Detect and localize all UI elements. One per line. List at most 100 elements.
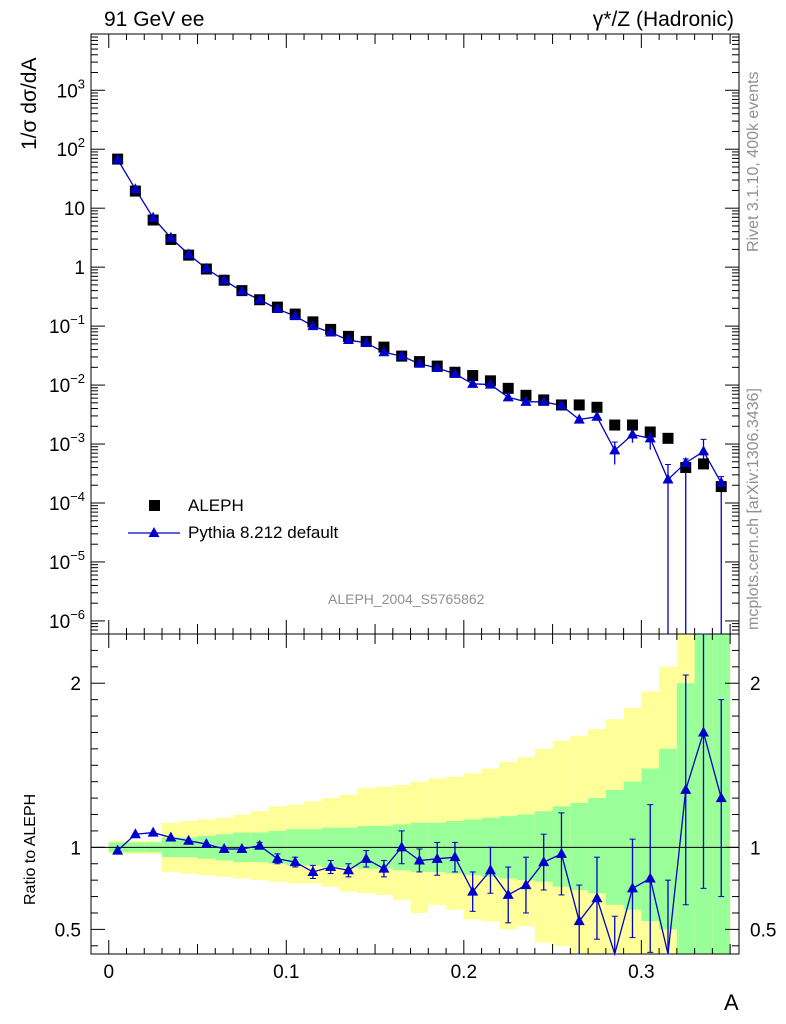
ratio-point bbox=[165, 831, 177, 842]
ratio-point bbox=[200, 838, 212, 849]
ratio-point bbox=[502, 888, 514, 899]
pythia-point bbox=[218, 274, 230, 285]
analysis-id-label: ALEPH_2004_S5765862 bbox=[328, 591, 485, 607]
y-tick-label: 10−4 bbox=[49, 489, 85, 515]
ratio-point bbox=[413, 854, 425, 865]
pythia-point bbox=[236, 285, 248, 296]
rivet-version-label: Rivet 3.1.10, 400k events bbox=[745, 71, 762, 252]
ratio-point bbox=[325, 861, 337, 872]
ratio-y-axis-label: Ratio to ALEPH bbox=[22, 793, 39, 905]
pythia-point bbox=[538, 395, 550, 406]
pythia-point bbox=[200, 262, 212, 273]
pythia-point bbox=[307, 320, 319, 331]
pythia-point bbox=[573, 413, 585, 424]
pythia-point bbox=[112, 153, 124, 164]
pythia-point bbox=[715, 476, 727, 487]
pythia-point bbox=[609, 444, 621, 455]
ratio-point bbox=[715, 792, 727, 803]
top-y-axis-label: 1/σ dσ/dA bbox=[18, 57, 41, 150]
ratio-point bbox=[396, 841, 408, 852]
pythia-point bbox=[413, 357, 425, 368]
band-inner-bin bbox=[659, 748, 677, 930]
process-type-label: γ*/Z (Hadronic) bbox=[592, 8, 734, 31]
legend-aleph-marker bbox=[149, 500, 160, 511]
pythia-point bbox=[165, 231, 177, 242]
ratio-point bbox=[644, 872, 656, 883]
ratio-point bbox=[449, 851, 461, 862]
legend-pythia-marker bbox=[148, 527, 160, 537]
ratio-point bbox=[307, 865, 319, 876]
top-plot-frame bbox=[90, 33, 740, 635]
ratio-y-tick-label-right: 1 bbox=[750, 838, 761, 859]
aleph-point bbox=[591, 401, 603, 413]
pythia-point bbox=[129, 183, 141, 194]
ratio-point bbox=[218, 842, 230, 853]
pythia-point bbox=[697, 445, 709, 456]
ratio-point bbox=[467, 885, 479, 896]
x-axis-label: A bbox=[724, 990, 739, 1015]
pythia-point bbox=[289, 310, 301, 321]
top-panel-marks bbox=[112, 153, 727, 634]
aleph-point bbox=[467, 370, 479, 382]
aleph-point bbox=[680, 461, 692, 473]
pythia-point bbox=[591, 410, 603, 421]
ratio-y-tick-label: 2 bbox=[70, 674, 81, 695]
x-tick-label: 0.2 bbox=[451, 962, 477, 983]
aleph-point bbox=[609, 419, 621, 431]
ratio-point bbox=[147, 826, 159, 837]
ratio-y-tick-label-right: 0.5 bbox=[750, 920, 776, 941]
y-tick-label: 10−5 bbox=[49, 548, 85, 574]
ratio-point bbox=[520, 879, 532, 890]
ratio-y-tick-label-right: 2 bbox=[750, 674, 761, 695]
legend-symbols bbox=[128, 500, 180, 537]
band-inner-bin bbox=[588, 798, 606, 894]
ratio-point bbox=[555, 847, 567, 858]
ratio-point bbox=[271, 852, 283, 863]
aleph-point bbox=[644, 426, 656, 438]
y-tick-label: 10−6 bbox=[49, 607, 85, 633]
pythia-point bbox=[254, 293, 266, 304]
pythia-point bbox=[484, 378, 496, 389]
pythia-point bbox=[626, 428, 638, 439]
aleph-point bbox=[502, 382, 514, 394]
ratio-point bbox=[342, 864, 354, 875]
aleph-point bbox=[573, 399, 585, 411]
ratio-point bbox=[112, 844, 124, 855]
pythia-point bbox=[431, 361, 443, 372]
pythia-point bbox=[520, 395, 532, 406]
band-inner-bin bbox=[570, 803, 589, 890]
aleph-point bbox=[662, 432, 674, 444]
x-tick-label: 0.1 bbox=[273, 962, 299, 983]
ratio-point bbox=[538, 856, 550, 867]
aleph-point bbox=[520, 389, 532, 401]
pythia-point bbox=[360, 336, 372, 347]
pythia-point bbox=[680, 456, 692, 467]
y-tick-label: 10−3 bbox=[49, 430, 85, 456]
pythia-point bbox=[183, 248, 195, 259]
pythia-point bbox=[396, 350, 408, 361]
pythia-point bbox=[644, 432, 656, 443]
ratio-point bbox=[680, 783, 692, 794]
y-tick-label: 1 bbox=[74, 258, 85, 279]
plot-frames bbox=[90, 33, 740, 955]
pythia-point bbox=[467, 377, 479, 388]
ratio-point bbox=[697, 726, 709, 737]
pythia-point bbox=[502, 391, 514, 402]
x-tick-label: 0 bbox=[103, 962, 114, 983]
pythia-point bbox=[271, 303, 283, 314]
pythia-point bbox=[449, 367, 461, 378]
pythia-point bbox=[662, 473, 674, 484]
ratio-panel-marks bbox=[112, 633, 727, 957]
ratio-point bbox=[129, 828, 141, 839]
ratio-y-tick-label: 0.5 bbox=[55, 920, 81, 941]
ratio-plot-frame bbox=[90, 633, 740, 955]
x-tick-label: 0.3 bbox=[628, 962, 654, 983]
ratio-point bbox=[183, 834, 195, 845]
legend-entry-aleph: ALEPH bbox=[188, 496, 244, 515]
axis-ticks bbox=[91, 33, 739, 954]
pythia-point bbox=[325, 326, 337, 337]
ratio-point bbox=[431, 852, 443, 863]
y-tick-label: 10 bbox=[64, 199, 85, 220]
pythia-point bbox=[378, 346, 390, 357]
